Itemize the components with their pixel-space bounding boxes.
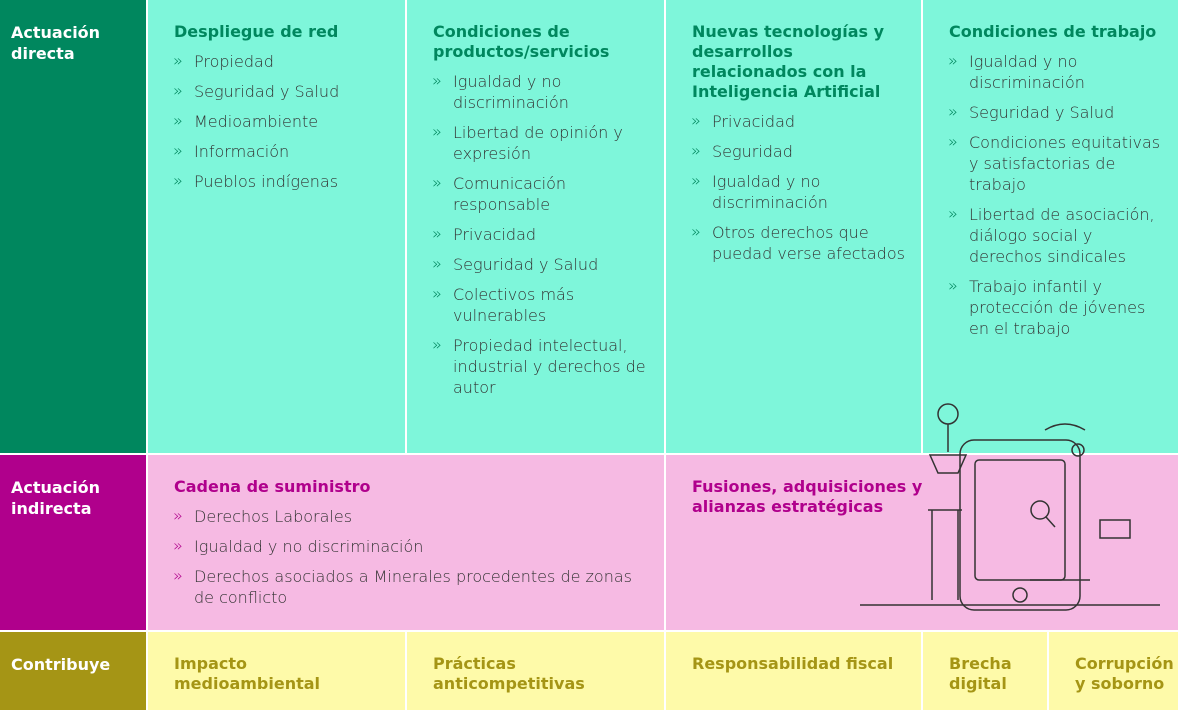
list-item: Libertad de opinión y expresión (429, 121, 652, 164)
cell-title: Impacto medioambiental (174, 654, 321, 693)
list-item: Igualdad y no discriminación (170, 535, 652, 557)
cell-title: Condiciones de productos/servicios (433, 22, 610, 61)
list-item: Igualdad y no discriminación (688, 170, 909, 213)
cell-title: Brecha digital (949, 654, 1012, 693)
item-list: Privacidad Seguridad Igualdad y no discrim… (688, 110, 909, 264)
list-item: Otros derechos que puedad verse afectado… (688, 221, 909, 264)
list-item: Seguridad (688, 140, 909, 162)
list-item: Condiciones equitativas y satisfactorias… (945, 131, 1166, 195)
cell: Fusiones, adquisiciones y alianzas estra… (666, 455, 1178, 630)
item-list: Igualdad y no discriminación Seguridad y … (945, 50, 1166, 339)
list-item: Derechos asociados a Minerales procedent… (170, 565, 652, 608)
illustration (860, 403, 1160, 611)
row-label: Actuación indirecta (0, 455, 146, 630)
cell-title: Condiciones de trabajo (949, 22, 1157, 41)
list-item: Propiedad intelectual, industrial y dere… (429, 334, 652, 398)
list-item: Privacidad (688, 110, 909, 132)
list-item: Privacidad (429, 223, 652, 245)
list-item: Medioambiente (170, 110, 393, 132)
cell: Condiciones de productos/servicios Iguald… (407, 0, 664, 453)
row-label: Contribuye (0, 632, 146, 710)
cell-title: Fusiones, adquisiciones y alianzas estra… (692, 477, 923, 516)
list-item: Trabajo infantil y protección de jóvenes… (945, 275, 1166, 339)
list-item: Seguridad y Salud (945, 101, 1166, 123)
cell: Prácticas anticompetitivas (407, 632, 664, 710)
cell: Nuevas tecnologías y desarrollos relacio… (666, 0, 921, 453)
cell-title: Prácticas anticompetitivas (433, 654, 585, 693)
cell-title: Cadena de suministro (174, 477, 371, 496)
list-item: Libertad de asociación, diálogo social y… (945, 203, 1166, 267)
list-item: Propiedad (170, 50, 393, 72)
list-item: Seguridad y Salud (170, 80, 393, 102)
item-list: Igualdad y no discriminación Libertad de … (429, 70, 652, 398)
list-item: Igualdad y no discriminación (429, 70, 652, 113)
list-item: Pueblos indígenas (170, 170, 393, 192)
list-item: Igualdad y no discriminación (945, 50, 1166, 93)
cell: Impacto medioambiental (148, 632, 405, 710)
cell-title: Despliegue de red (174, 22, 339, 41)
cell: Corrupción y soborno (1049, 632, 1178, 710)
cell: Brecha digital (923, 632, 1047, 710)
row-label: Actuación directa (0, 0, 146, 453)
cell-title: Responsabilidad fiscal (692, 654, 894, 673)
list-item: Derechos Laborales (170, 505, 652, 527)
list-item: Colectivos más vulnerables (429, 283, 652, 326)
cell: Condiciones de trabajo Igualdad y no disc… (923, 0, 1178, 453)
list-item: Seguridad y Salud (429, 253, 652, 275)
list-item: Información (170, 140, 393, 162)
cell: Cadena de suministro Derechos Laborales Ig… (148, 455, 664, 630)
cell-title: Corrupción y soborno (1075, 654, 1174, 693)
list-item: Comunicación responsable (429, 172, 652, 215)
cell: Responsabilidad fiscal (666, 632, 921, 710)
cell: Despliegue de red Propiedad Seguridad y Sa… (148, 0, 405, 453)
cell-title: Nuevas tecnologías y desarrollos relacio… (692, 22, 885, 101)
item-list: Propiedad Seguridad y Salud Medioambiente I… (170, 50, 393, 192)
item-list: Derechos Laborales Igualdad y no discrimi… (170, 505, 652, 608)
